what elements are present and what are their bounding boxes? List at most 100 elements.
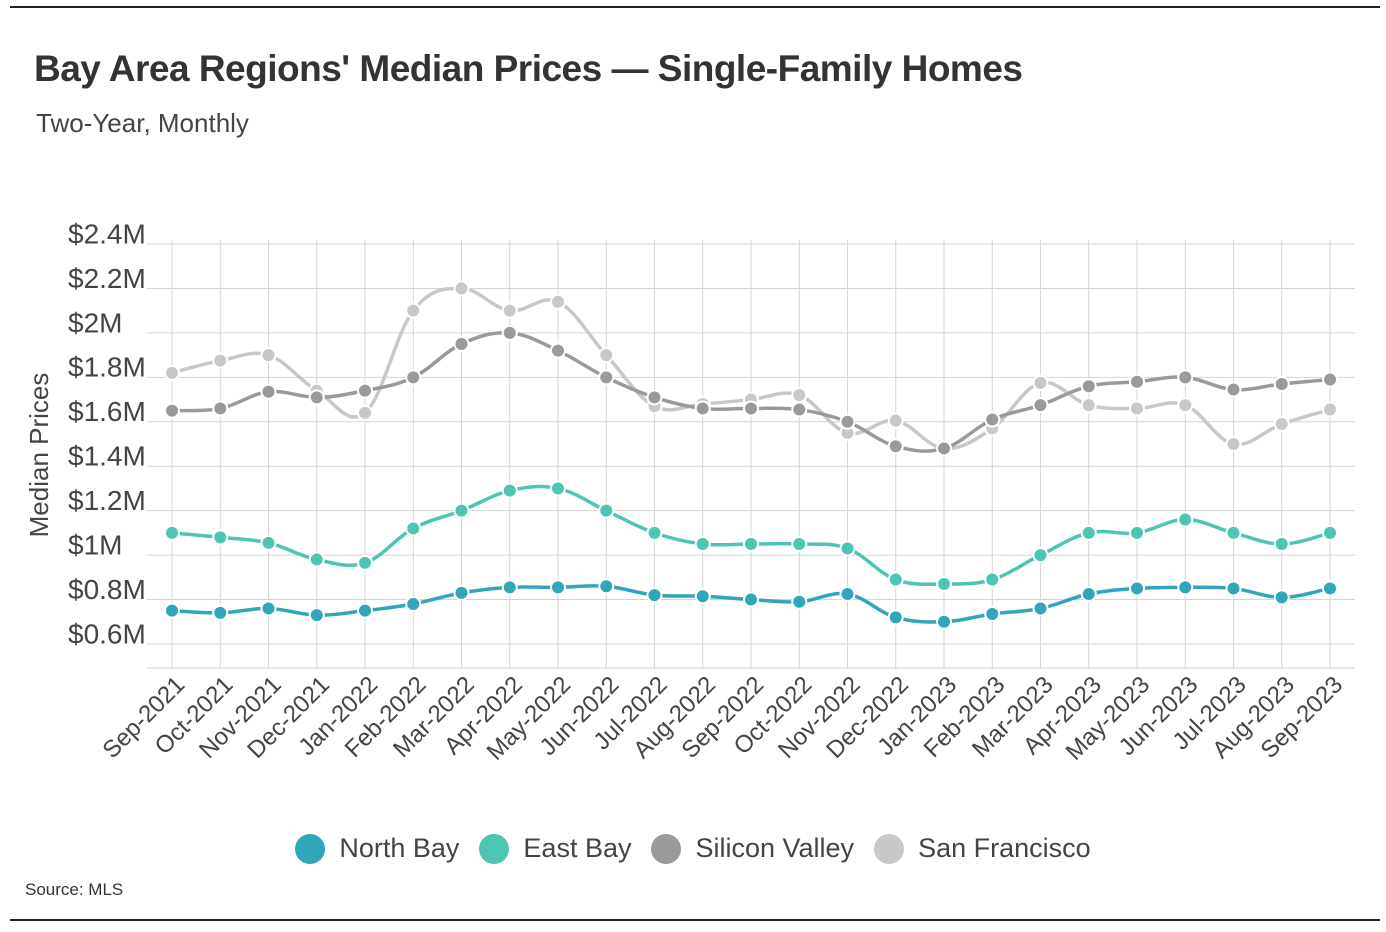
data-point-silicon-valley [1032,397,1049,414]
data-point-san-francisco [1225,436,1242,452]
data-point-silicon-valley [550,342,566,359]
legend: North Bay East Bay Silicon Valley San Franc… [0,833,1386,864]
legend-swatch [651,833,682,864]
data-point-east-bay [550,480,566,497]
data-point-east-bay [1273,536,1290,552]
data-point-silicon-valley [260,383,277,400]
y-tick-label: $2M [68,307,122,338]
data-point-east-bay [1177,511,1194,528]
data-point-silicon-valley [1177,369,1194,386]
data-point-san-francisco [598,347,615,364]
source-note: Source: MLS [25,880,124,899]
data-point-north-bay [1032,600,1049,617]
data-point-east-bay [1129,524,1145,541]
top-rule [10,6,1380,8]
data-point-east-bay [1322,524,1338,541]
bottom-rule [10,919,1380,921]
y-tick-label: $1M [68,530,122,561]
data-point-north-bay [984,606,1001,622]
data-point-silicon-valley [1080,378,1097,395]
y-tick-label: $2.2M [68,263,146,294]
data-point-north-bay [550,579,566,596]
data-point-silicon-valley [1129,373,1145,390]
data-point-north-bay [212,604,229,621]
data-point-san-francisco [1322,401,1338,418]
data-point-east-bay [260,534,277,551]
data-point-san-francisco [791,387,808,404]
data-point-silicon-valley [598,369,615,386]
data-point-north-bay [260,600,277,617]
data-point-east-bay [694,536,711,552]
data-point-north-bay [887,609,904,626]
data-point-san-francisco [164,364,180,381]
chart-subtitle: Two-Year, Monthly [36,108,249,138]
series-north-bay [164,578,1338,630]
data-point-north-bay [405,596,422,612]
data-point-east-bay [212,529,229,546]
data-point-silicon-valley [501,324,518,341]
data-point-silicon-valley [743,400,759,417]
data-point-east-bay [405,520,422,537]
data-point-silicon-valley [1273,376,1290,392]
data-point-san-francisco [1177,397,1194,414]
data-point-north-bay [839,586,856,602]
y-axis: $0.6M $0.8M $1M $1.2M $1.4M $1.6M $1.8M $2M $2.2… [68,218,146,649]
data-point-east-bay [357,554,373,571]
y-tick-label: $1.4M [68,441,146,472]
data-point-north-bay [357,602,373,619]
data-point-san-francisco [1032,374,1049,391]
y-tick-label: $2.4M [68,218,146,249]
data-point-san-francisco [1273,416,1290,432]
y-tick-label: $0.6M [68,618,146,649]
data-point-east-bay [984,571,1001,588]
data-point-north-bay [1322,580,1338,597]
data-point-silicon-valley [694,400,711,417]
data-point-east-bay [1080,524,1097,541]
data-point-san-francisco [212,352,229,369]
data-point-east-bay [936,576,952,592]
y-tick-label: $1.6M [68,396,146,427]
data-point-north-bay [1273,589,1290,606]
data-point-san-francisco [453,280,470,297]
data-point-san-francisco [405,302,422,319]
series-layer [164,280,1338,630]
legend-swatch [874,833,905,864]
data-point-silicon-valley [646,389,663,406]
legend-item-silicon-valley: Silicon Valley [651,833,854,864]
data-point-silicon-valley [1225,381,1242,398]
legend-label: Silicon Valley [695,833,855,863]
legend-label: North Bay [339,833,460,863]
series-san-francisco [164,280,1338,457]
y-axis-label: Median Prices [24,373,54,538]
data-point-silicon-valley [164,402,180,419]
data-point-east-bay [1225,524,1242,541]
data-point-north-bay [598,578,615,595]
data-point-north-bay [1080,586,1097,602]
data-point-north-bay [453,584,470,601]
data-point-silicon-valley [887,438,904,455]
data-point-silicon-valley [839,413,856,430]
data-point-north-bay [308,607,325,624]
data-point-east-bay [839,540,856,557]
data-point-east-bay [308,551,325,568]
data-point-silicon-valley [453,336,470,352]
data-point-silicon-valley [1322,371,1338,388]
data-point-north-bay [1225,580,1242,597]
data-point-silicon-valley [357,382,373,399]
data-point-east-bay [791,536,808,552]
legend-label: East Bay [523,833,632,863]
data-point-san-francisco [357,404,373,421]
data-point-san-francisco [260,347,277,364]
data-point-east-bay [1032,547,1049,564]
data-point-silicon-valley [405,369,422,386]
data-point-san-francisco [501,302,518,319]
data-point-east-bay [598,502,615,519]
data-point-north-bay [936,613,952,630]
data-point-silicon-valley [984,411,1001,428]
series-silicon-valley [164,324,1338,457]
data-point-east-bay [501,482,518,499]
y-tick-label: $1.8M [68,352,146,383]
legend-swatch [479,833,510,864]
data-point-east-bay [164,524,180,541]
